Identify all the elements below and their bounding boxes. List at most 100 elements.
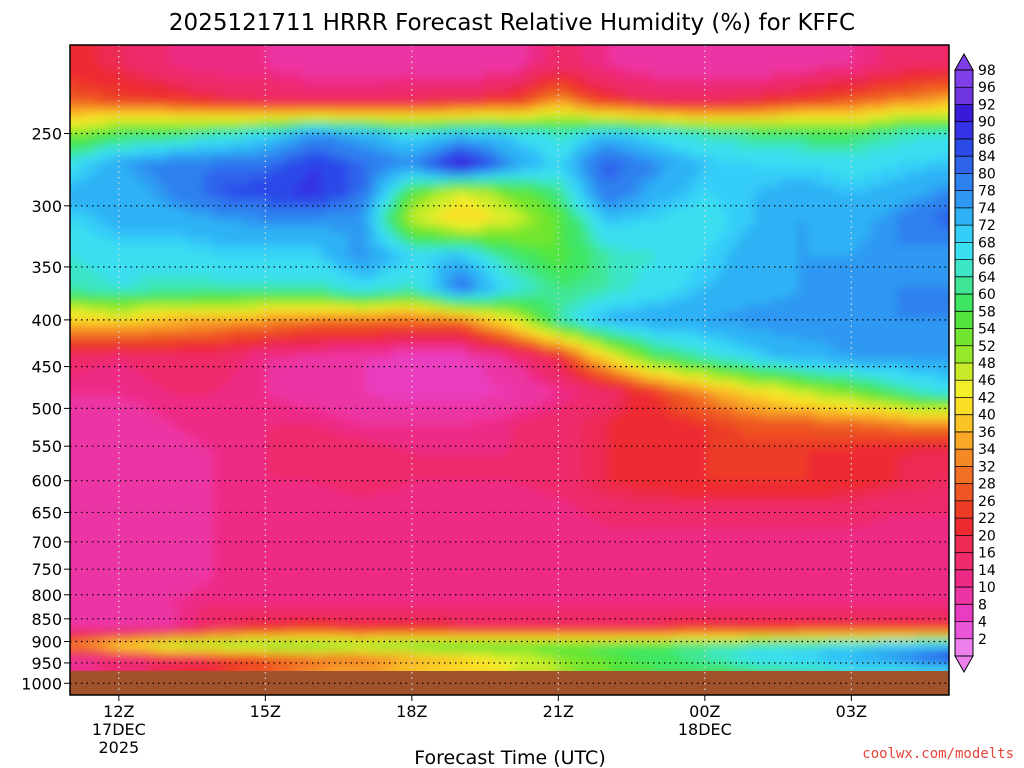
humidity-cell bbox=[420, 221, 430, 228]
humidity-cell bbox=[222, 551, 232, 558]
humidity-cell bbox=[87, 107, 97, 114]
humidity-cell bbox=[168, 557, 178, 564]
humidity-cell bbox=[330, 251, 340, 258]
humidity-cell bbox=[258, 257, 268, 264]
humidity-cell bbox=[393, 359, 403, 366]
humidity-cell bbox=[96, 197, 106, 204]
humidity-cell bbox=[114, 629, 124, 636]
humidity-cell bbox=[213, 125, 223, 132]
humidity-cell bbox=[357, 371, 367, 378]
humidity-cell bbox=[303, 521, 313, 528]
humidity-cell bbox=[114, 545, 124, 552]
humidity-cell bbox=[393, 53, 403, 60]
humidity-cell bbox=[321, 569, 331, 576]
humidity-cell bbox=[456, 479, 466, 486]
humidity-cell bbox=[177, 407, 187, 414]
humidity-cell bbox=[231, 293, 241, 300]
humidity-cell bbox=[105, 47, 115, 54]
humidity-cell bbox=[159, 605, 169, 612]
humidity-cell bbox=[258, 137, 268, 144]
humidity-cell bbox=[141, 635, 151, 642]
humidity-cell bbox=[213, 209, 223, 216]
humidity-cell bbox=[456, 275, 466, 282]
humidity-cell bbox=[429, 311, 439, 318]
humidity-cell bbox=[348, 449, 358, 456]
humidity-cell bbox=[132, 251, 142, 258]
humidity-cell bbox=[114, 155, 124, 162]
humidity-cell bbox=[96, 299, 106, 306]
humidity-cell bbox=[366, 275, 376, 282]
humidity-cell bbox=[240, 53, 250, 60]
humidity-cell bbox=[330, 491, 340, 498]
humidity-cell bbox=[132, 215, 142, 222]
humidity-cell bbox=[276, 47, 286, 54]
humidity-cell bbox=[258, 329, 268, 336]
humidity-cell bbox=[438, 245, 448, 252]
humidity-cell bbox=[240, 125, 250, 132]
humidity-cell bbox=[375, 665, 385, 672]
humidity-cell bbox=[321, 419, 331, 426]
humidity-cell bbox=[285, 107, 295, 114]
humidity-cell bbox=[321, 305, 331, 312]
humidity-cell bbox=[231, 461, 241, 468]
humidity-cell bbox=[231, 407, 241, 414]
humidity-cell bbox=[114, 71, 124, 78]
humidity-cell bbox=[348, 281, 358, 288]
humidity-cell bbox=[402, 413, 412, 420]
humidity-cell bbox=[312, 45, 322, 48]
humidity-cell bbox=[213, 167, 223, 174]
humidity-cell bbox=[249, 383, 259, 390]
humidity-cell bbox=[78, 575, 88, 582]
humidity-cell bbox=[402, 287, 412, 294]
humidity-cell bbox=[465, 173, 475, 180]
humidity-cell bbox=[285, 479, 295, 486]
humidity-cell bbox=[195, 521, 205, 528]
humidity-cell bbox=[240, 299, 250, 306]
humidity-cell bbox=[366, 395, 376, 402]
humidity-cell bbox=[258, 203, 268, 210]
humidity-cell bbox=[87, 497, 97, 504]
humidity-cell bbox=[420, 515, 430, 522]
humidity-cell bbox=[384, 329, 394, 336]
humidity-cell bbox=[70, 389, 79, 396]
humidity-cell bbox=[87, 143, 97, 150]
humidity-cell bbox=[429, 395, 439, 402]
humidity-cell bbox=[78, 527, 88, 534]
humidity-cell bbox=[420, 45, 430, 48]
humidity-cell bbox=[330, 197, 340, 204]
humidity-cell bbox=[384, 53, 394, 60]
humidity-cell bbox=[402, 641, 412, 648]
humidity-cell bbox=[231, 545, 241, 552]
humidity-cell bbox=[123, 527, 133, 534]
humidity-cell bbox=[321, 365, 331, 372]
humidity-cell bbox=[267, 353, 277, 360]
humidity-cell bbox=[78, 35, 88, 42]
humidity-cell bbox=[366, 53, 376, 60]
humidity-cell bbox=[411, 407, 421, 414]
humidity-cell bbox=[70, 335, 79, 342]
humidity-cell bbox=[456, 485, 466, 492]
humidity-cell bbox=[330, 611, 340, 618]
humidity-cell bbox=[204, 659, 214, 666]
humidity-cell bbox=[411, 119, 421, 126]
humidity-cell bbox=[70, 191, 79, 198]
humidity-cell bbox=[339, 167, 349, 174]
humidity-cell bbox=[105, 485, 115, 492]
humidity-cell bbox=[465, 203, 475, 210]
humidity-cell bbox=[70, 563, 79, 570]
humidity-cell bbox=[294, 335, 304, 342]
humidity-cell bbox=[159, 45, 169, 48]
humidity-cell bbox=[330, 239, 340, 246]
humidity-cell bbox=[276, 659, 286, 666]
humidity-cell bbox=[411, 45, 421, 48]
humidity-cell bbox=[393, 419, 403, 426]
humidity-cell bbox=[186, 179, 196, 186]
humidity-cell bbox=[321, 413, 331, 420]
humidity-cell bbox=[294, 575, 304, 582]
humidity-cell bbox=[321, 593, 331, 600]
humidity-cell bbox=[348, 617, 358, 624]
humidity-cell bbox=[429, 527, 439, 534]
humidity-cell bbox=[321, 281, 331, 288]
humidity-cell bbox=[195, 491, 205, 498]
humidity-cell bbox=[249, 593, 259, 600]
